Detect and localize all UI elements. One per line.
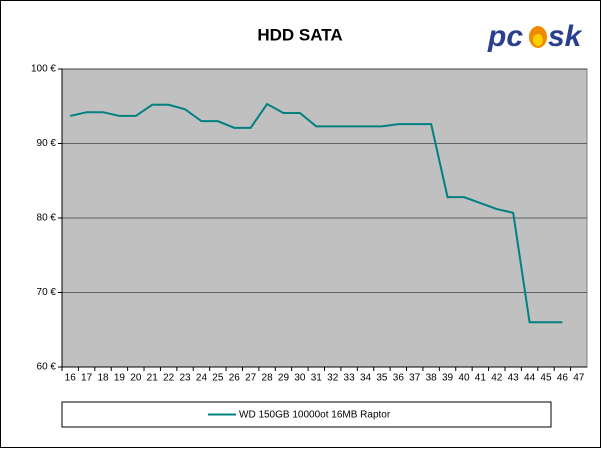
y-tick-label: 80 € xyxy=(37,213,57,224)
x-tick-label: 32 xyxy=(327,373,339,384)
y-tick-label: 90 € xyxy=(37,138,57,149)
logo-left: pc xyxy=(487,20,523,53)
legend-label: WD 150GB 10000ot 16MB Raptor xyxy=(239,410,391,421)
y-tick-label: 60 € xyxy=(37,362,57,373)
x-tick-label: 34 xyxy=(360,373,372,384)
x-tick-label: 28 xyxy=(262,373,274,384)
x-tick-label: 16 xyxy=(65,373,77,384)
x-tick-label: 23 xyxy=(179,373,191,384)
logo-flame-core xyxy=(533,34,543,46)
x-tick-label: 29 xyxy=(278,373,290,384)
series-line xyxy=(69,102,563,324)
x-tick-label: 47 xyxy=(573,373,585,384)
x-tick-label: 31 xyxy=(311,373,323,384)
x-tick-label: 35 xyxy=(376,373,388,384)
x-tick-label: 25 xyxy=(212,373,224,384)
x-tick-label: 17 xyxy=(81,373,93,384)
x-tick-label: 38 xyxy=(426,373,438,384)
x-tick-label: 36 xyxy=(393,373,405,384)
x-tick-label: 42 xyxy=(491,373,503,384)
x-tick-label: 39 xyxy=(442,373,454,384)
x-tick-label: 19 xyxy=(114,373,126,384)
x-tick-label: 33 xyxy=(344,373,356,384)
x-tick-label: 21 xyxy=(147,373,159,384)
x-tick-label: 43 xyxy=(508,373,520,384)
legend-box xyxy=(61,401,552,428)
x-tick-label: 37 xyxy=(409,373,421,384)
x-tick-label: 30 xyxy=(294,373,306,384)
x-tick-label: 46 xyxy=(557,373,569,384)
x-tick-label: 22 xyxy=(163,373,175,384)
chart-title: HDD SATA xyxy=(257,25,342,44)
x-tick-label: 18 xyxy=(97,373,109,384)
logo: pc sk xyxy=(487,20,583,53)
x-tick-label: 44 xyxy=(524,373,536,384)
x-tick-label: 45 xyxy=(540,373,552,384)
y-tick-label: 100 € xyxy=(31,64,56,75)
y-tick-label: 70 € xyxy=(37,287,57,298)
x-tick-label: 20 xyxy=(130,373,142,384)
x-tick-label: 26 xyxy=(229,373,241,384)
x-tick-label: 27 xyxy=(245,373,257,384)
x-tick-label: 24 xyxy=(196,373,208,384)
logo-right: sk xyxy=(548,20,583,53)
x-tick-label: 40 xyxy=(458,373,470,384)
x-tick-label: 41 xyxy=(475,373,487,384)
